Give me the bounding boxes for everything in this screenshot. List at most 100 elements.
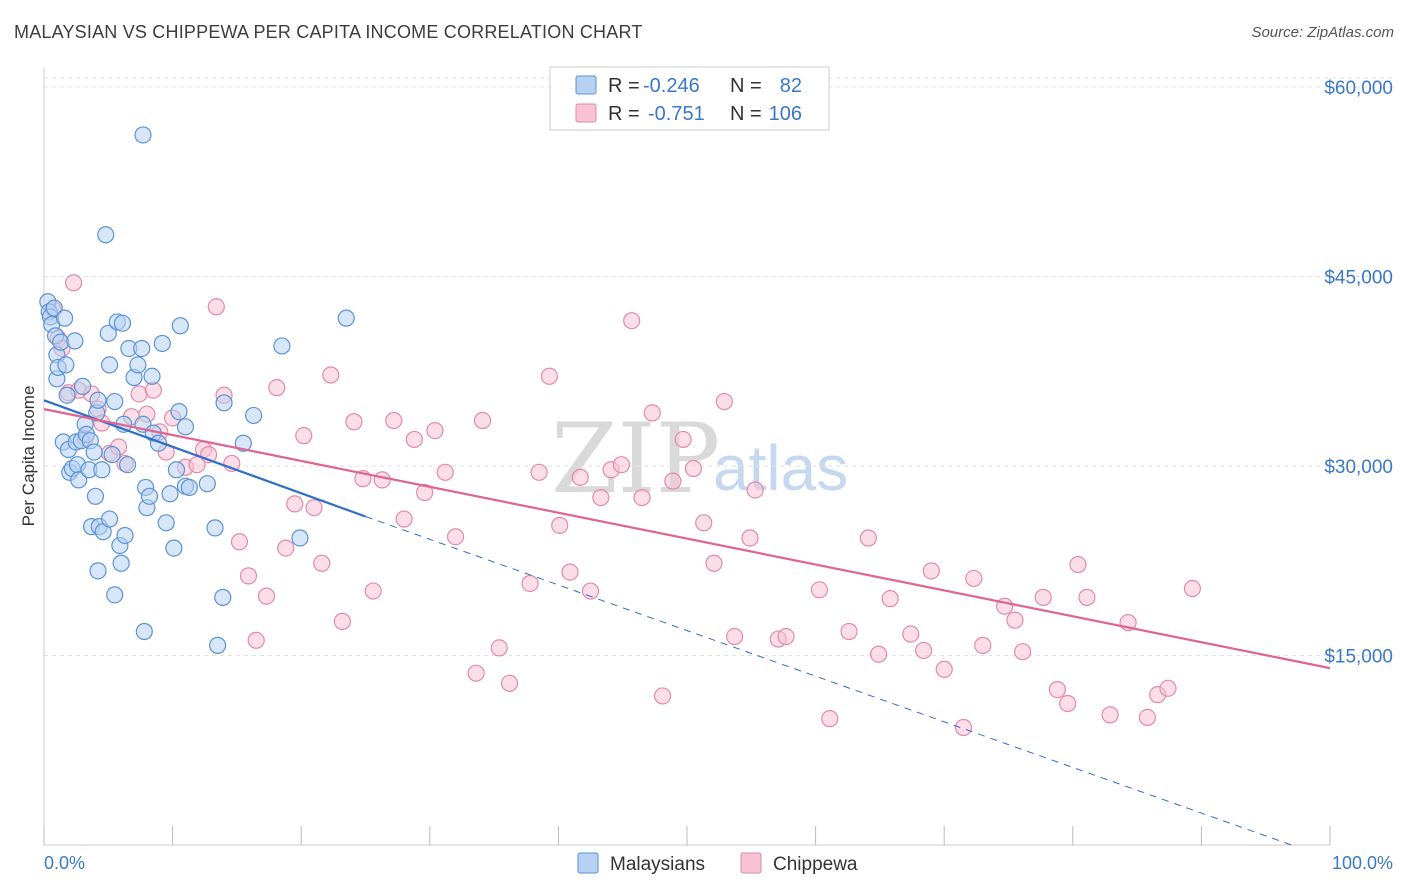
chippewa-point xyxy=(915,641,933,660)
chippewa-point xyxy=(1183,579,1201,598)
chippewa-point xyxy=(653,687,672,705)
chippewa-point xyxy=(257,587,276,605)
malaysians-point xyxy=(133,339,151,358)
chippewa-point xyxy=(922,562,940,580)
chippewa-point xyxy=(64,274,83,292)
chippewa-point xyxy=(540,367,558,385)
chippewa-point xyxy=(268,379,286,397)
chippewa-point xyxy=(373,471,391,489)
bottom-legend-label-chippewa: Chippewa xyxy=(773,854,858,875)
chippewa-point xyxy=(313,554,331,572)
chippewa-point xyxy=(305,499,323,517)
malaysians-point xyxy=(106,392,124,411)
stats-legend: R = -0.246 N = 82 R = -0.751 N = 106 xyxy=(549,66,830,131)
chippewa-point xyxy=(295,427,313,445)
chippewa-point xyxy=(674,430,692,449)
watermark-atlas: atlas xyxy=(713,432,848,504)
y-tick-label: $60,000 xyxy=(1324,78,1393,99)
malaysians-point xyxy=(52,333,70,351)
malaysians-point xyxy=(134,126,152,144)
chippewa-point xyxy=(902,625,920,643)
chippewa-point xyxy=(623,312,641,330)
chippewa-point xyxy=(239,567,258,585)
x-ticks xyxy=(43,826,1331,845)
chippewa-point xyxy=(322,366,340,384)
bottom-legend-swatch-chippewa xyxy=(740,852,762,874)
chippewa-point xyxy=(840,622,858,641)
y-axis-label: Per Capita Income xyxy=(19,386,38,527)
malaysians-point xyxy=(135,622,153,641)
chippewa-point xyxy=(705,554,723,572)
malaysians-point xyxy=(85,443,103,461)
chippewa-point xyxy=(364,582,382,600)
chippewa-point xyxy=(881,590,899,608)
malaysians-point xyxy=(180,478,198,497)
malaysians-point xyxy=(73,377,92,395)
chippewa-point xyxy=(633,488,651,507)
bottom-legend-label-malaysians: Malaysians xyxy=(610,854,705,875)
chippewa-point xyxy=(130,385,148,403)
malaysians-point xyxy=(116,526,134,545)
legend-swatch-chippewa xyxy=(575,103,597,123)
chippewa-point xyxy=(1034,588,1052,606)
malaysians-point xyxy=(273,337,291,355)
chippewa-point xyxy=(436,463,454,481)
chippewa-point xyxy=(385,411,403,430)
chippewa-point xyxy=(345,413,363,431)
chippewa-point xyxy=(777,627,795,646)
malaysians-point xyxy=(143,367,161,385)
series-legend: Malaysians Chippewa xyxy=(577,852,858,875)
malaysians-point xyxy=(171,317,189,335)
chippewa-point xyxy=(935,660,953,678)
y-tick-label: $15,000 xyxy=(1324,646,1393,667)
chippewa-point xyxy=(416,483,434,502)
chippewa-point xyxy=(551,516,569,534)
malaysians-point xyxy=(170,403,188,421)
legend-swatch-malaysians xyxy=(575,75,597,95)
x-tick-label-max: 100.0% xyxy=(1332,853,1393,873)
malaysians-point xyxy=(167,461,186,479)
chippewa-point xyxy=(395,510,413,528)
malaysians-point xyxy=(337,309,355,327)
chippewa-point xyxy=(725,627,744,646)
x-tick-label-min: 0.0% xyxy=(44,853,85,873)
malaysians-point xyxy=(206,519,224,537)
malaysians-point xyxy=(103,446,121,464)
malaysians-point xyxy=(86,487,105,505)
malaysians-point xyxy=(176,418,195,436)
chippewa-point xyxy=(592,488,610,507)
malaysians-point xyxy=(89,391,107,409)
chippewa-point xyxy=(643,404,661,422)
chippewa-point xyxy=(974,636,992,654)
chippewa-point xyxy=(821,710,839,728)
malaysians-point xyxy=(106,586,124,604)
malaysians-point xyxy=(55,309,74,327)
legend-r-value-1: -0.246 xyxy=(643,75,700,97)
source-label: Source: ZipAtlas.com xyxy=(1251,24,1394,41)
chippewa-point xyxy=(230,533,249,551)
chippewa-point xyxy=(1078,588,1096,606)
legend-r-label-2: R = xyxy=(608,103,640,125)
malaysians-point xyxy=(153,334,171,353)
legend-n-label-1: N = xyxy=(730,75,762,97)
chippewa-point xyxy=(530,463,548,481)
malaysians-point xyxy=(97,226,115,244)
chippewa-point xyxy=(1048,680,1066,699)
series-malaysians-points xyxy=(39,126,355,654)
chippewa-trend-line xyxy=(43,408,1331,670)
chippewa-point xyxy=(695,514,713,532)
chippewa-point xyxy=(561,563,579,581)
malaysians-point xyxy=(57,356,75,374)
chippewa-point xyxy=(247,631,265,649)
malaysians-point xyxy=(100,356,119,374)
malaysians-point xyxy=(198,475,216,493)
malaysians-point xyxy=(215,394,233,412)
chippewa-point xyxy=(859,529,877,547)
chippewa-point xyxy=(405,430,423,449)
malaysians-point xyxy=(113,314,132,332)
chippewa-point xyxy=(1014,643,1032,661)
chippewa-point xyxy=(1059,694,1077,713)
chippewa-point xyxy=(1101,706,1119,724)
malaysians-point xyxy=(161,485,179,503)
